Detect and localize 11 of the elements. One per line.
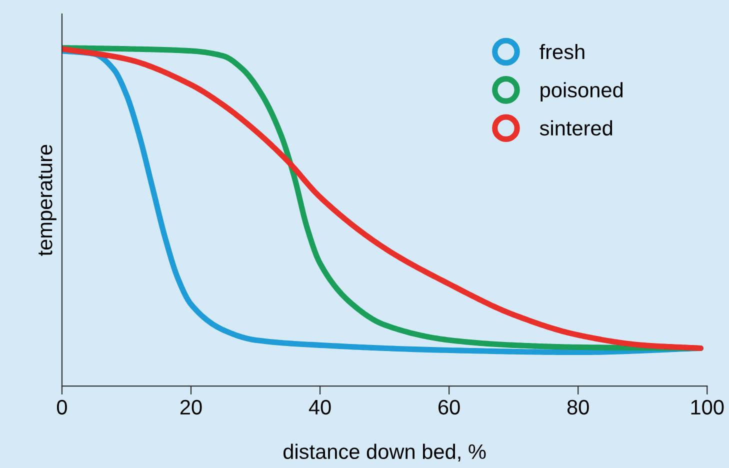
x-axis-title: distance down bed, % (284, 444, 486, 462)
y-axis-title: temperature (38, 144, 56, 256)
legend-label: poisoned (540, 82, 623, 102)
legend-label: sintered (540, 120, 612, 136)
x-tick-label: 40 (308, 400, 331, 415)
x-tick-label: 60 (438, 400, 460, 415)
x-tick-label: 0 (56, 400, 67, 415)
x-tick-label: 20 (180, 400, 202, 415)
legend-label: fresh (540, 44, 584, 60)
x-tick-label: 100 (691, 400, 724, 415)
x-tick-label: 80 (567, 400, 589, 415)
